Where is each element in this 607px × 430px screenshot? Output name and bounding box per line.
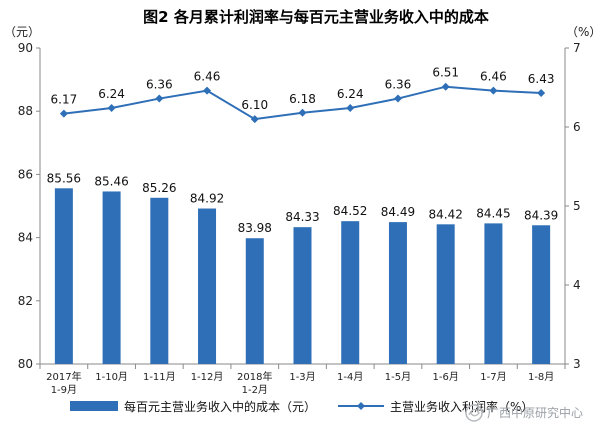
bar	[484, 223, 503, 364]
bar-value-label: 84.92	[190, 192, 224, 206]
line-value-label: 6.36	[385, 78, 412, 92]
right-tick-label: 4	[573, 278, 581, 292]
bar	[341, 221, 360, 364]
line-value-label: 6.36	[146, 78, 173, 92]
legend: 每百元主营业务收入中的成本（元） 主营业务收入利润率（%）	[70, 399, 533, 414]
watermark-logo-swirl	[468, 408, 480, 417]
line-point	[393, 94, 402, 103]
category-label: 1-11月	[143, 371, 176, 383]
category-label-line: 1-5月	[385, 371, 411, 383]
category-label: 1-6月	[433, 371, 459, 383]
category-label: 1-12月	[191, 371, 224, 383]
line-value-label: 6.51	[432, 66, 459, 80]
chart-title: 图2 各月累计利润率与每百元主营业务收入中的成本	[143, 8, 489, 26]
category-label-line: 1-10月	[95, 371, 128, 383]
bar-value-label: 83.98	[238, 221, 272, 235]
line-point	[489, 86, 498, 95]
category-label-line: 2018年	[237, 370, 272, 383]
category-labels-layer: 2017年 1-9月 1-10月 1-11月 1-12月 2018年 1-2月 1-3月 1-4…	[46, 370, 554, 396]
line-value-label: 6.24	[98, 87, 125, 101]
line-point	[107, 104, 116, 113]
category-label: 1-8月	[528, 371, 554, 383]
line-point	[537, 89, 546, 98]
category-label: 2018年 1-2月	[237, 370, 272, 396]
line-value-label: 6.17	[51, 93, 78, 107]
bar-value-label: 85.56	[47, 171, 81, 185]
bar	[293, 227, 312, 364]
category-label-line: 1-12月	[191, 371, 224, 383]
watermark-text: 广西中原研究中心	[487, 405, 583, 420]
left-tick-label: 84	[18, 231, 33, 245]
category-label: 1-4月	[337, 371, 363, 383]
bar	[54, 188, 73, 364]
bar-value-label: 85.46	[94, 174, 128, 188]
watermark: 广西中原研究中心	[465, 404, 583, 422]
bar	[245, 238, 264, 364]
line-point	[441, 82, 450, 91]
line-point	[59, 109, 68, 118]
labels-layer: 85.56 85.46 85.26 84.92 83.98 84.33 84.52 84.49…	[47, 66, 559, 236]
bar	[532, 225, 551, 364]
category-label-line: 1-4月	[337, 371, 363, 383]
right-tick-label: 7	[573, 41, 581, 55]
bar	[436, 224, 455, 364]
legend-line-marker	[357, 402, 365, 410]
right-axis-unit-label: （%）	[566, 25, 601, 39]
category-label-line: 1-3月	[289, 371, 315, 383]
bar	[150, 197, 169, 364]
category-label: 1-10月	[95, 371, 128, 383]
bars-layer	[54, 188, 551, 364]
axes-layer: 80 82 84 86 88 90 3 4 5 6 7	[18, 41, 581, 371]
line-point	[203, 86, 212, 95]
line-value-label: 6.10	[241, 98, 268, 112]
line-value-label: 6.43	[528, 72, 555, 86]
bar-value-label: 85.26	[142, 181, 176, 195]
bar	[198, 208, 217, 364]
line-point	[346, 104, 355, 113]
legend-bar-swatch	[70, 401, 118, 411]
line-point	[155, 94, 164, 103]
category-label-line: 1-2月	[242, 384, 268, 396]
bar-value-label: 84.49	[381, 205, 415, 219]
category-label: 2017年 1-9月	[46, 370, 81, 396]
right-tick-label: 3	[573, 357, 581, 371]
line-point	[298, 108, 307, 117]
category-label-line: 1-9月	[51, 384, 77, 396]
legend-bar-label: 每百元主营业务收入中的成本（元）	[124, 399, 316, 414]
line-value-label: 6.46	[480, 70, 507, 84]
bar	[388, 222, 407, 364]
bar-value-label: 84.33	[285, 210, 319, 224]
category-label-line: 1-8月	[528, 371, 554, 383]
left-tick-label: 86	[18, 167, 33, 181]
bar-value-label: 84.42	[429, 207, 463, 221]
category-label-line: 1-7月	[480, 371, 506, 383]
right-tick-label: 5	[573, 199, 581, 213]
line-layer	[59, 82, 546, 124]
right-tick-label: 6	[573, 120, 581, 134]
bar-value-label: 84.45	[476, 206, 510, 220]
category-label-line: 1-11月	[143, 371, 176, 383]
line-value-label: 6.24	[337, 87, 364, 101]
bar-value-label: 84.39	[524, 208, 558, 222]
line-value-label: 6.18	[289, 92, 316, 106]
bar	[102, 191, 121, 364]
category-label: 1-5月	[385, 371, 411, 383]
left-tick-label: 80	[18, 357, 33, 371]
line-point	[250, 115, 259, 124]
legend-line-label: 主营业务收入利润率（%）	[390, 399, 533, 414]
watermark-logo-icon	[465, 404, 483, 422]
left-tick-label: 82	[18, 294, 33, 308]
category-label-line: 2017年	[46, 370, 81, 383]
left-tick-label: 88	[18, 104, 33, 118]
category-label: 1-3月	[289, 371, 315, 383]
left-tick-label: 90	[18, 41, 33, 55]
left-axis-unit-label: （元）	[4, 25, 40, 39]
category-label: 1-7月	[480, 371, 506, 383]
line-value-label: 6.46	[194, 70, 221, 84]
bar-value-label: 84.52	[333, 204, 367, 218]
category-label-line: 1-6月	[433, 371, 459, 383]
